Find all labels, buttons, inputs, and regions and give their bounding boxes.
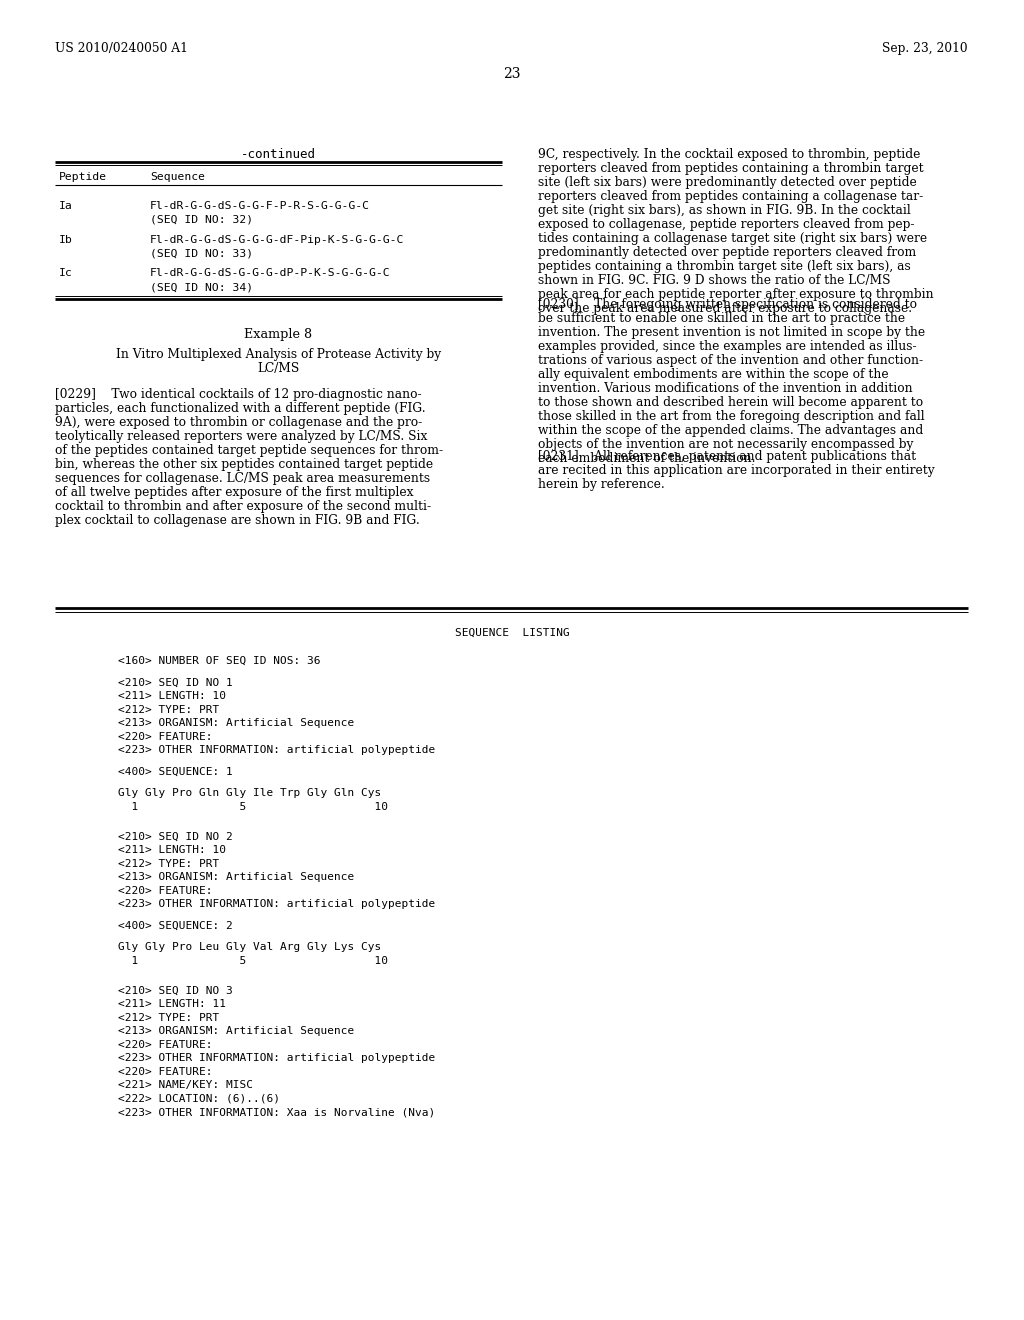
Text: Sequence: Sequence: [150, 172, 205, 182]
Text: sequences for collagenase. LC/MS peak area measurements: sequences for collagenase. LC/MS peak ar…: [55, 473, 430, 484]
Text: peak area for each peptide reporter after exposure to thrombin: peak area for each peptide reporter afte…: [538, 288, 934, 301]
Text: examples provided, since the examples are intended as illus-: examples provided, since the examples ar…: [538, 341, 916, 352]
Text: <160> NUMBER OF SEQ ID NOS: 36: <160> NUMBER OF SEQ ID NOS: 36: [118, 656, 321, 667]
Text: SEQUENCE  LISTING: SEQUENCE LISTING: [455, 628, 569, 638]
Text: trations of various aspect of the invention and other function-: trations of various aspect of the invent…: [538, 354, 923, 367]
Text: particles, each functionalized with a different peptide (FIG.: particles, each functionalized with a di…: [55, 403, 426, 414]
Text: are recited in this application are incorporated in their entirety: are recited in this application are inco…: [538, 465, 935, 477]
Text: plex cocktail to collagenase are shown in FIG. 9B and FIG.: plex cocktail to collagenase are shown i…: [55, 513, 420, 527]
Text: each embodiment of the invention.: each embodiment of the invention.: [538, 451, 756, 465]
Text: herein by reference.: herein by reference.: [538, 478, 665, 491]
Text: <210> SEQ ID NO 1: <210> SEQ ID NO 1: [118, 677, 232, 688]
Text: <223> OTHER INFORMATION: artificial polypeptide: <223> OTHER INFORMATION: artificial poly…: [118, 746, 435, 755]
Text: invention. Various modifications of the invention in addition: invention. Various modifications of the …: [538, 381, 912, 395]
Text: Fl-dR-G-G-dS-G-G-F-P-R-S-G-G-G-C: Fl-dR-G-G-dS-G-G-F-P-R-S-G-G-G-C: [150, 201, 370, 211]
Text: within the scope of the appended claims. The advantages and: within the scope of the appended claims.…: [538, 424, 924, 437]
Text: <220> FEATURE:: <220> FEATURE:: [118, 731, 213, 742]
Text: <220> FEATURE:: <220> FEATURE:: [118, 1067, 213, 1077]
Text: <212> TYPE: PRT: <212> TYPE: PRT: [118, 705, 219, 714]
Text: be sufficient to enable one skilled in the art to practice the: be sufficient to enable one skilled in t…: [538, 312, 905, 325]
Text: shown in FIG. 9C. FIG. 9 D shows the ratio of the LC/MS: shown in FIG. 9C. FIG. 9 D shows the rat…: [538, 275, 891, 286]
Text: get site (right six bars), as shown in FIG. 9B. In the cocktail: get site (right six bars), as shown in F…: [538, 205, 910, 216]
Text: (SEQ ID NO: 32): (SEQ ID NO: 32): [150, 215, 253, 224]
Text: reporters cleaved from peptides containing a collagenase tar-: reporters cleaved from peptides containi…: [538, 190, 924, 203]
Text: -continued: -continued: [241, 148, 316, 161]
Text: 9A), were exposed to thrombin or collagenase and the pro-: 9A), were exposed to thrombin or collage…: [55, 416, 422, 429]
Text: LC/MS: LC/MS: [257, 362, 300, 375]
Text: Gly Gly Pro Leu Gly Val Arg Gly Lys Cys: Gly Gly Pro Leu Gly Val Arg Gly Lys Cys: [118, 942, 381, 952]
Text: <211> LENGTH: 10: <211> LENGTH: 10: [118, 845, 226, 855]
Text: objects of the invention are not necessarily encompassed by: objects of the invention are not necessa…: [538, 438, 913, 451]
Text: <212> TYPE: PRT: <212> TYPE: PRT: [118, 1012, 219, 1023]
Text: <221> NAME/KEY: MISC: <221> NAME/KEY: MISC: [118, 1080, 253, 1090]
Text: Ia: Ia: [59, 201, 73, 211]
Text: teolytically released reporters were analyzed by LC/MS. Six: teolytically released reporters were ana…: [55, 430, 427, 444]
Text: cocktail to thrombin and after exposure of the second multi-: cocktail to thrombin and after exposure …: [55, 500, 431, 513]
Text: <213> ORGANISM: Artificial Sequence: <213> ORGANISM: Artificial Sequence: [118, 1026, 354, 1036]
Text: 23: 23: [503, 67, 521, 81]
Text: <212> TYPE: PRT: <212> TYPE: PRT: [118, 858, 219, 869]
Text: <220> FEATURE:: <220> FEATURE:: [118, 1040, 213, 1049]
Text: <211> LENGTH: 11: <211> LENGTH: 11: [118, 999, 226, 1008]
Text: Example 8: Example 8: [245, 327, 312, 341]
Text: those skilled in the art from the foregoing description and fall: those skilled in the art from the forego…: [538, 411, 925, 422]
Text: 9C, respectively. In the cocktail exposed to thrombin, peptide: 9C, respectively. In the cocktail expose…: [538, 148, 921, 161]
Text: <213> ORGANISM: Artificial Sequence: <213> ORGANISM: Artificial Sequence: [118, 873, 354, 882]
Text: of all twelve peptides after exposure of the first multiplex: of all twelve peptides after exposure of…: [55, 486, 414, 499]
Text: <400> SEQUENCE: 1: <400> SEQUENCE: 1: [118, 767, 232, 776]
Text: site (left six bars) were predominantly detected over peptide: site (left six bars) were predominantly …: [538, 176, 916, 189]
Text: US 2010/0240050 A1: US 2010/0240050 A1: [55, 42, 187, 55]
Text: [0230]    The foregoing written specification is considered to: [0230] The foregoing written specificati…: [538, 298, 918, 312]
Text: <213> ORGANISM: Artificial Sequence: <213> ORGANISM: Artificial Sequence: [118, 718, 354, 729]
Text: exposed to collagenase, peptide reporters cleaved from pep-: exposed to collagenase, peptide reporter…: [538, 218, 914, 231]
Text: <211> LENGTH: 10: <211> LENGTH: 10: [118, 692, 226, 701]
Text: [0229]    Two identical cocktails of 12 pro-diagnostic nano-: [0229] Two identical cocktails of 12 pro…: [55, 388, 422, 401]
Text: Ic: Ic: [59, 268, 73, 279]
Text: invention. The present invention is not limited in scope by the: invention. The present invention is not …: [538, 326, 925, 339]
Text: <210> SEQ ID NO 3: <210> SEQ ID NO 3: [118, 986, 232, 995]
Text: ally equivalent embodiments are within the scope of the: ally equivalent embodiments are within t…: [538, 368, 889, 381]
Text: to those shown and described herein will become apparent to: to those shown and described herein will…: [538, 396, 923, 409]
Text: tides containing a collagenase target site (right six bars) were: tides containing a collagenase target si…: [538, 232, 927, 246]
Text: predominantly detected over peptide reporters cleaved from: predominantly detected over peptide repo…: [538, 246, 916, 259]
Text: Sep. 23, 2010: Sep. 23, 2010: [883, 42, 968, 55]
Text: <210> SEQ ID NO 2: <210> SEQ ID NO 2: [118, 832, 232, 842]
Text: Fl-dR-G-G-dS-G-G-G-dP-P-K-S-G-G-G-C: Fl-dR-G-G-dS-G-G-G-dP-P-K-S-G-G-G-C: [150, 268, 390, 279]
Text: Gly Gly Pro Gln Gly Ile Trp Gly Gln Cys: Gly Gly Pro Gln Gly Ile Trp Gly Gln Cys: [118, 788, 381, 799]
Text: reporters cleaved from peptides containing a thrombin target: reporters cleaved from peptides containi…: [538, 162, 924, 176]
Text: of the peptides contained target peptide sequences for throm-: of the peptides contained target peptide…: [55, 444, 443, 457]
Text: Ib: Ib: [59, 235, 73, 246]
Text: (SEQ ID NO: 34): (SEQ ID NO: 34): [150, 282, 253, 292]
Text: 1               5                   10: 1 5 10: [118, 956, 388, 966]
Text: <223> OTHER INFORMATION: Xaa is Norvaline (Nva): <223> OTHER INFORMATION: Xaa is Norvalin…: [118, 1107, 435, 1117]
Text: <223> OTHER INFORMATION: artificial polypeptide: <223> OTHER INFORMATION: artificial poly…: [118, 899, 435, 909]
Text: bin, whereas the other six peptides contained target peptide: bin, whereas the other six peptides cont…: [55, 458, 433, 471]
Text: <220> FEATURE:: <220> FEATURE:: [118, 886, 213, 895]
Text: [0231]    All references, patents and patent publications that: [0231] All references, patents and paten…: [538, 450, 916, 463]
Text: (SEQ ID NO: 33): (SEQ ID NO: 33): [150, 249, 253, 259]
Text: Fl-dR-G-G-dS-G-G-G-dF-Pip-K-S-G-G-G-C: Fl-dR-G-G-dS-G-G-G-dF-Pip-K-S-G-G-G-C: [150, 235, 404, 246]
Text: peptides containing a thrombin target site (left six bars), as: peptides containing a thrombin target si…: [538, 260, 910, 273]
Text: over the peak area measured after exposure to collagenase.: over the peak area measured after exposu…: [538, 302, 912, 315]
Text: In Vitro Multiplexed Analysis of Protease Activity by: In Vitro Multiplexed Analysis of Proteas…: [116, 348, 441, 360]
Text: Peptide: Peptide: [59, 172, 108, 182]
Text: 1               5                   10: 1 5 10: [118, 803, 388, 812]
Text: <222> LOCATION: (6)..(6): <222> LOCATION: (6)..(6): [118, 1093, 280, 1104]
Text: <223> OTHER INFORMATION: artificial polypeptide: <223> OTHER INFORMATION: artificial poly…: [118, 1053, 435, 1063]
Text: <400> SEQUENCE: 2: <400> SEQUENCE: 2: [118, 921, 232, 931]
